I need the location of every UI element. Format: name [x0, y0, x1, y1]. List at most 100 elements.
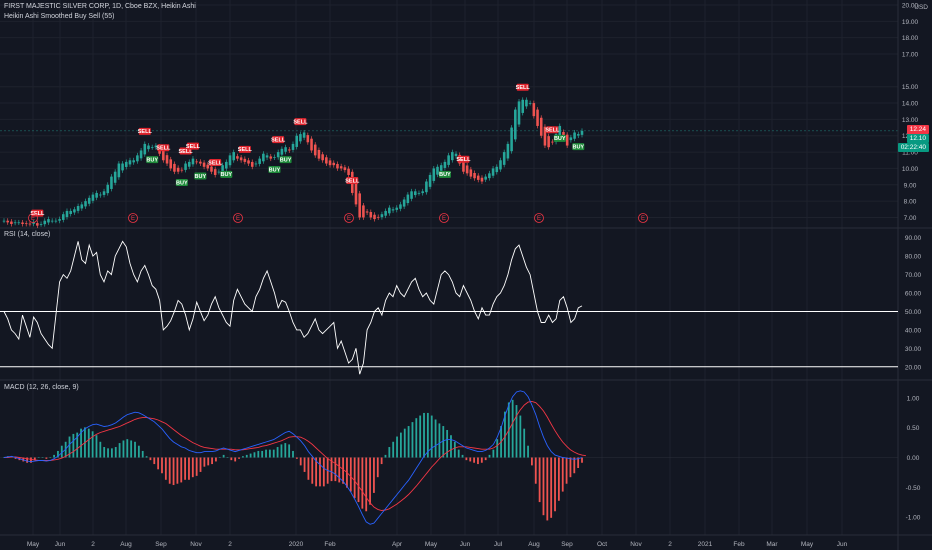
candle-body — [547, 136, 550, 148]
candle-body — [139, 150, 143, 159]
signal-label-background — [546, 126, 559, 134]
candle-body — [202, 162, 206, 167]
candle-body — [580, 130, 584, 135]
macd-histogram-bar — [218, 457, 221, 459]
candle-body — [425, 181, 428, 193]
candle-body — [565, 134, 569, 146]
macd-histogram-bar — [60, 445, 63, 458]
symbol-title[interactable]: FIRST MAJESTIC SILVER CORP, 1D, Cboe BZX… — [4, 3, 196, 10]
candle-body — [147, 145, 150, 150]
signal-label: BUY — [554, 136, 566, 142]
macd-title[interactable]: MACD (12, 26, close, 9) — [4, 384, 79, 391]
time-tick-label: 2 — [668, 541, 672, 548]
macd-histogram-bar — [392, 441, 395, 458]
signal-label: SELL — [545, 128, 560, 134]
candle-body — [128, 160, 132, 165]
indicator-title[interactable]: Heikin Ashi Smoothed Buy Sell (55) — [4, 13, 115, 20]
candle-body — [299, 134, 302, 142]
macd-histogram-bar — [330, 457, 333, 482]
signal-label-background — [516, 83, 529, 91]
macd-histogram-bar — [53, 454, 55, 458]
signal-label-background — [572, 143, 585, 151]
candle-body — [106, 184, 110, 194]
candle-body — [165, 155, 169, 164]
macd-histogram-bar — [407, 426, 410, 458]
candle-body — [143, 143, 147, 155]
time-tick-label: Feb — [733, 541, 745, 548]
rsi-title[interactable]: RSI (14, close) — [4, 231, 51, 238]
macd-histogram-bar — [195, 457, 198, 476]
macd-histogram-bar — [419, 415, 422, 458]
signal-label-background — [272, 136, 285, 144]
signal-label: BUY — [439, 172, 451, 178]
candle-body — [180, 169, 184, 171]
macd-histogram-bar — [153, 457, 156, 465]
price-tick-label: 14.00 — [902, 101, 919, 108]
macd-histogram-bar — [480, 457, 483, 463]
signal-label-background — [279, 156, 292, 164]
macd-histogram-bar — [30, 457, 32, 463]
macd-pane[interactable] — [0, 390, 898, 525]
rsi-pane[interactable] — [0, 240, 898, 375]
macd-histogram-bar — [446, 429, 449, 458]
macd-histogram-bar — [164, 457, 167, 480]
candle-body — [506, 143, 510, 159]
price-tag-last: 12.10 — [906, 134, 929, 143]
macd-histogram-bar — [76, 432, 79, 458]
macd-histogram-bar — [26, 457, 29, 463]
signal-label: SELL — [156, 146, 171, 152]
candle-body — [258, 158, 261, 164]
macd-histogram-bar — [95, 435, 98, 458]
price-tick-label: 8.00 — [904, 199, 917, 206]
rsi-tick-label: 40.00 — [905, 327, 922, 334]
macd-histogram-bar — [457, 449, 460, 458]
candle-body — [250, 161, 254, 167]
sell-signal: SELL — [293, 118, 308, 125]
price-pane[interactable] — [2, 97, 584, 229]
candle-body — [443, 161, 447, 168]
macd-histogram-bar — [37, 457, 40, 459]
macd-histogram-bar — [426, 412, 429, 458]
rsi-legend: RSI (14, close) — [4, 231, 50, 238]
candle-body — [402, 199, 406, 207]
macd-histogram-bar — [415, 418, 418, 458]
candle-body — [343, 167, 347, 171]
candle-body — [54, 220, 58, 222]
time-tick-label: Oct — [597, 541, 607, 548]
macd-histogram-bar — [292, 450, 294, 458]
candle-body — [124, 161, 128, 167]
macd-histogram-bar — [531, 457, 533, 466]
candle-body — [195, 161, 198, 163]
time-axis[interactable]: May Jun 2 Aug Sep Nov 2 2020 Feb Apr May Jun Jul Aug S… — [27, 541, 848, 548]
candle-body — [184, 163, 187, 170]
signal-label: SELL — [293, 119, 308, 125]
signal-label-background — [457, 155, 470, 163]
earnings-marker: E — [128, 213, 138, 223]
buy-signal: BUY — [175, 179, 188, 186]
macd-histogram-bar — [484, 457, 487, 461]
price-tag-sell: 12.24 — [906, 125, 929, 134]
candle-body — [376, 216, 380, 218]
macd-histogram-bar — [288, 444, 291, 458]
macd-histogram-bar — [357, 457, 360, 503]
signal-label: SELL — [208, 160, 223, 166]
macd-histogram-bar — [114, 447, 117, 458]
time-tick-label: Sep — [155, 541, 167, 548]
rsi-tick-label: 90.00 — [905, 235, 922, 242]
candle-body — [236, 156, 239, 159]
candle-body — [173, 163, 176, 172]
price-axis[interactable]: 7.008.009.0010.0011.0012.0013.0014.0015.… — [902, 3, 922, 522]
candle-body — [17, 222, 21, 224]
macd-histogram-bar — [168, 457, 171, 484]
buy-signal: BUY — [553, 134, 566, 142]
macd-histogram-bar — [496, 439, 499, 458]
macd-histogram-bar — [91, 431, 94, 458]
macd-histogram-bar — [515, 405, 518, 458]
macd-histogram-bar — [388, 447, 391, 458]
macd-tick-label: -1.00 — [906, 515, 921, 522]
signal-label-background — [438, 170, 451, 178]
candle-body — [61, 214, 65, 220]
signal-label: SELL — [186, 144, 201, 150]
candle-body — [10, 221, 13, 224]
